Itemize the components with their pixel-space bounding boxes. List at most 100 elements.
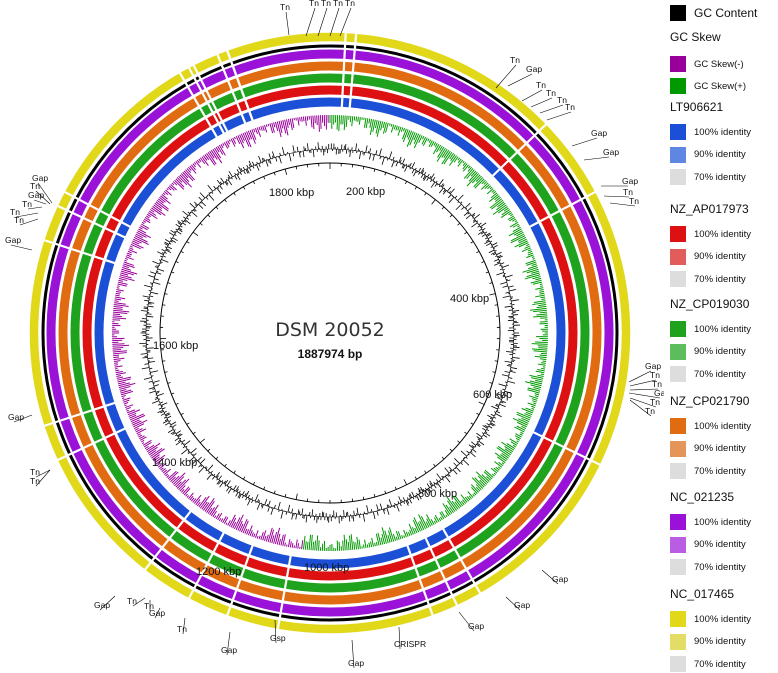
gc-skew-bar [260, 532, 264, 540]
gc-skew-bar [445, 514, 448, 518]
ring-gap [43, 401, 116, 428]
gc-skew-bar [237, 520, 243, 531]
gc-skew-bar [533, 350, 548, 353]
gc-content-bar [200, 465, 203, 467]
gc-skew-bar [401, 535, 404, 539]
gc-skew-bar [418, 514, 427, 530]
gc-content-bar [405, 163, 408, 166]
gc-content-bar [178, 227, 183, 231]
gc-content-bar [434, 183, 438, 187]
legend-label: 100% identity [694, 323, 752, 335]
ring-gap [406, 544, 434, 617]
gc-skew-bar [462, 162, 467, 166]
gc-skew-bar [381, 527, 387, 544]
gc-content-bar [175, 223, 180, 228]
gc-content-bar [285, 511, 288, 515]
legend-label: GC Skew(-) [694, 58, 744, 70]
gc-content-bar [148, 303, 152, 305]
backbone-tick [457, 222, 461, 226]
gc-content-bar [156, 272, 162, 275]
gc-skew-bar [319, 115, 322, 129]
gc-skew-bar [540, 373, 545, 376]
gc-skew-bar [112, 352, 127, 355]
gc-skew-bar [126, 409, 136, 414]
gc-content-bar [429, 482, 433, 487]
gc-skew-bar [520, 431, 524, 435]
gc-skew-bar [419, 520, 425, 530]
legend-swatch [670, 5, 686, 21]
gc-skew-bar [314, 540, 316, 551]
gc-content-bar [474, 445, 477, 448]
gc-content-bar [472, 219, 476, 222]
gc-skew-bar [449, 153, 454, 160]
backbone-tick [362, 166, 365, 170]
annotation-leader [132, 597, 146, 607]
gc-skew-bar [214, 515, 217, 519]
gc-skew-bar [454, 495, 464, 507]
gc-skew-bar [119, 276, 135, 282]
gc-skew-bar [536, 313, 548, 316]
annotation-label: Tn [565, 102, 575, 112]
gc-content-bar [172, 432, 176, 435]
gc-content-bar [159, 262, 162, 264]
gc-content-bar [407, 164, 410, 167]
legend-label: 90% identity [694, 251, 746, 262]
gc-content-bar [208, 194, 215, 201]
backbone-tick [485, 392, 489, 395]
backbone-tick [199, 222, 203, 226]
legend-identity-item: 100% identity [670, 610, 751, 628]
gc-skew-bar [342, 115, 344, 125]
gc-content-bar [163, 416, 167, 419]
legend-swatch [670, 56, 686, 72]
gc-content-bar [156, 392, 160, 394]
genome-length: 1887974 bp [298, 347, 363, 361]
backbone-tick [441, 456, 445, 460]
gc-skew-bar [160, 195, 171, 205]
gc-skew-bar [413, 132, 418, 141]
annotation-label: Tn [309, 0, 319, 8]
gc-content-bar [456, 464, 459, 466]
legend-identity-item: 70% identity [670, 558, 746, 576]
gc-content-bar [505, 274, 513, 278]
annotation-leader [305, 7, 316, 37]
legend-label: 100% identity [694, 613, 752, 625]
ring-gap [143, 510, 192, 571]
annotation-leader [628, 370, 652, 383]
gc-skew-bar [114, 296, 126, 300]
gc-skew-bar [115, 369, 120, 372]
gc-content-bar [185, 445, 188, 448]
gc-content-bar [386, 504, 389, 508]
backbone-tick [394, 176, 397, 180]
gc-skew-bar [115, 370, 123, 374]
gc-content-bar [147, 357, 154, 360]
gc-content-bar [452, 195, 454, 198]
gc-skew-bar [156, 463, 160, 467]
gc-skew-bar [190, 497, 195, 502]
gc-content-bar [177, 433, 181, 437]
gc-skew-bar [115, 372, 127, 376]
gc-skew-bar [175, 481, 182, 488]
gc-skew-bar [512, 223, 520, 228]
gc-content-bar [311, 509, 314, 517]
gc-skew-bar [276, 121, 282, 138]
ring-gap [187, 532, 225, 600]
gc-skew-bar [312, 541, 315, 551]
gc-content-bar [215, 471, 220, 478]
legend-identity-item: 100% identity [670, 123, 751, 141]
gc-content-bar [266, 503, 269, 507]
gc-content-bar [151, 375, 154, 377]
gc-skew-bar [227, 520, 231, 526]
gc-content-bar [402, 158, 406, 165]
gc-content-bar [454, 457, 460, 464]
gc-skew-bar [159, 462, 167, 470]
gc-skew-bar [349, 535, 352, 551]
gc-skew-bar [462, 163, 468, 170]
gc-skew-bar [251, 129, 257, 140]
gc-content-bar [242, 166, 246, 171]
gc-content-bar [504, 360, 512, 363]
ring-gap [276, 555, 292, 630]
gc-skew-bar [273, 531, 278, 544]
backbone-tick [224, 463, 227, 467]
backbone-tick [449, 448, 453, 452]
gc-skew-bar [539, 283, 543, 286]
